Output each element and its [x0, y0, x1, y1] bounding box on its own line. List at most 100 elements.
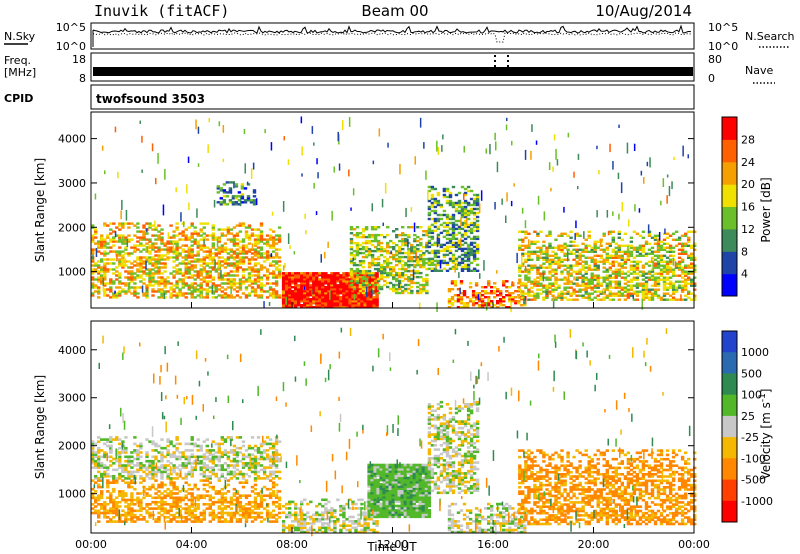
heatmap-cell — [563, 242, 567, 245]
heatmap-cell — [626, 142, 629, 154]
heatmap-cell — [477, 292, 482, 295]
heatmap-cell — [217, 256, 221, 259]
heatmap-cell — [238, 286, 243, 289]
heatmap-cell — [641, 286, 646, 289]
heatmap-cell — [277, 516, 282, 519]
heatmap-cell — [533, 242, 537, 245]
heatmap-cell — [557, 286, 561, 289]
heatmap-cell — [375, 296, 379, 299]
heatmap-cell — [288, 274, 292, 277]
heatmap-cell — [489, 144, 491, 155]
heatmap-cell — [357, 302, 361, 305]
heatmap-cell — [684, 272, 688, 275]
heatmap-cell — [175, 268, 179, 271]
heatmap-cell — [264, 129, 266, 134]
heatmap-cell — [136, 226, 140, 229]
heatmap-cell — [348, 278, 352, 281]
heatmap-cell — [472, 211, 477, 215]
heatmap-cell — [608, 254, 612, 257]
heatmap-cell — [291, 274, 295, 277]
heatmap-cell — [91, 466, 95, 469]
heatmap-cell — [472, 259, 477, 263]
heatmap-cell — [148, 440, 152, 443]
heatmap-cell — [416, 275, 420, 279]
heatmap-cell — [288, 288, 292, 291]
heatmap-cell — [599, 248, 603, 251]
heatmap-cell — [157, 296, 161, 299]
heatmap-cell — [404, 237, 408, 241]
heatmap-cell — [392, 275, 396, 279]
heatmap-cell — [584, 250, 588, 253]
heatmap-cell — [638, 274, 643, 277]
heatmap-cell — [274, 256, 279, 259]
heatmap-cell — [202, 232, 206, 235]
heatmap-cell — [163, 258, 167, 261]
heatmap-cell — [220, 234, 224, 237]
heatmap-cell — [241, 516, 246, 519]
heatmap-cell — [469, 209, 474, 213]
heatmap-cell — [178, 509, 182, 513]
heatmap-cell — [439, 203, 444, 207]
heatmap-cell — [247, 266, 252, 269]
heatmap-cell — [623, 252, 628, 255]
heatmap-cell — [112, 296, 116, 299]
heatmap-cell — [671, 238, 676, 241]
heatmap-cell — [190, 254, 194, 257]
heatmap-cell — [342, 298, 346, 301]
heatmap-cell — [398, 287, 402, 291]
heatmap-cell — [148, 272, 152, 275]
heatmap-cell — [103, 511, 107, 515]
heatmap-cell — [560, 296, 564, 299]
heatmap-cell — [422, 279, 426, 283]
heatmap-cell — [324, 304, 328, 307]
heatmap-cell — [238, 246, 243, 249]
heatmap-cell — [160, 492, 164, 495]
heatmap-cell — [626, 296, 631, 299]
heatmap-cell — [229, 520, 234, 523]
heatmap-cell — [680, 258, 685, 261]
heatmap-cell — [94, 481, 98, 484]
heatmap-cell — [641, 264, 646, 267]
heatmap-cell — [277, 498, 282, 502]
heatmap-cell — [352, 263, 357, 267]
heatmap-cell — [460, 265, 465, 269]
heatmap-cell — [608, 256, 612, 259]
heatmap-cell — [235, 286, 240, 289]
heatmap-cell — [175, 498, 179, 502]
heatmap-cell — [351, 294, 355, 297]
heatmap-cell — [629, 264, 634, 267]
heatmap-cell — [363, 298, 367, 301]
heatmap-cell — [641, 250, 646, 253]
heatmap-cell — [211, 518, 215, 521]
heatmap-cell — [548, 246, 552, 249]
heatmap-cell — [369, 280, 373, 283]
heatmap-cell — [199, 288, 203, 291]
heatmap-cell — [602, 280, 606, 283]
heatmap-cell — [684, 274, 688, 277]
heatmap-cell — [463, 201, 468, 205]
heatmap-cell — [364, 253, 369, 257]
heatmap-cell — [211, 244, 215, 247]
heatmap-cell — [373, 228, 378, 231]
heatmap-cell — [127, 483, 131, 487]
heatmap-cell — [100, 511, 104, 515]
heatmap-cell — [404, 243, 408, 247]
heatmap-cell — [398, 257, 402, 261]
heatmap-cell — [436, 249, 441, 253]
heatmap-cell — [668, 250, 673, 253]
heatmap-cell — [178, 294, 182, 297]
heatmap-cell — [626, 280, 631, 283]
heatmap-cell — [530, 282, 534, 285]
heatmap-cell — [106, 475, 110, 478]
heatmap-cell — [430, 261, 435, 265]
heatmap-cell — [148, 270, 152, 273]
heatmap-cell — [392, 230, 396, 233]
heatmap-cell — [398, 281, 402, 285]
heatmap-cell — [569, 292, 573, 295]
heatmap-cell — [217, 228, 221, 231]
heatmap-cell — [530, 258, 534, 261]
heatmap-cell — [425, 232, 429, 235]
heatmap-cell — [602, 292, 606, 295]
heatmap-cell — [172, 256, 176, 259]
heatmap-cell — [118, 280, 122, 283]
